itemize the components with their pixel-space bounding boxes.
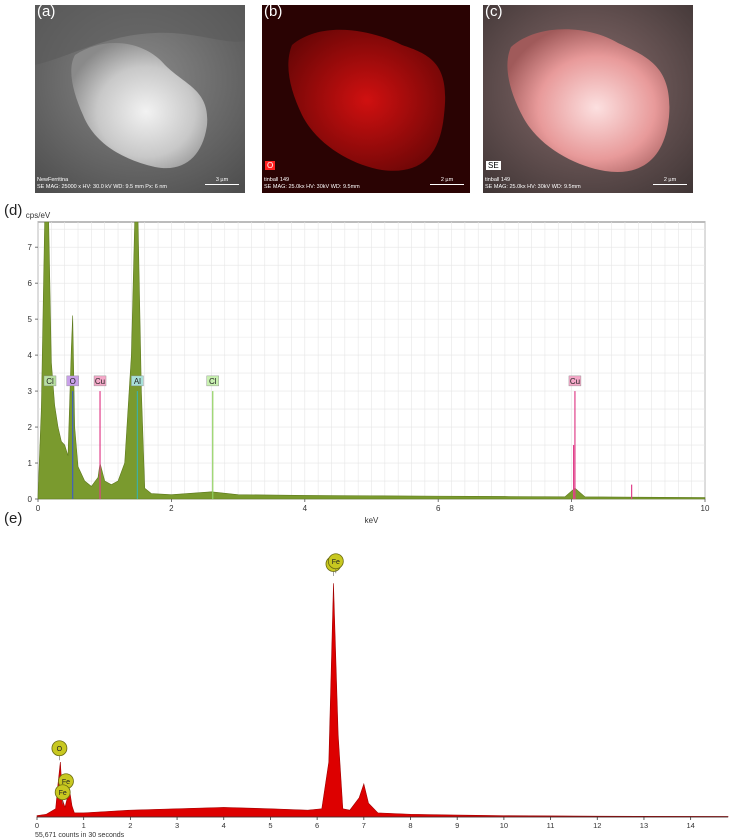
element-label-e-1: Fe xyxy=(332,559,340,566)
x-tick-label: 2 xyxy=(128,821,132,830)
x-tick-label: 5 xyxy=(268,821,272,830)
scale-bar-c: 2 µm xyxy=(653,177,687,185)
element-badge-o: O xyxy=(265,161,276,170)
x-tick-label: 6 xyxy=(315,821,319,830)
x-tick-label: 4 xyxy=(222,821,226,830)
element-label-2: Cu xyxy=(95,377,105,386)
x-tick-label: 10 xyxy=(701,504,710,513)
x-tick-label: 10 xyxy=(500,821,508,830)
y-tick-label: 5 xyxy=(28,315,33,324)
particle-c xyxy=(507,29,670,172)
oxygen-signal-region xyxy=(288,29,446,171)
element-badge-se: SE xyxy=(486,161,501,170)
scale-bar-a: 3 µm xyxy=(205,177,239,185)
y-tick-label: 1 xyxy=(28,459,33,468)
sem-image-panel-a: (a) NewFerritina SE MAG: 25000 x HV: 30.… xyxy=(35,5,245,193)
element-label-4: Cl xyxy=(209,377,217,386)
element-label-e-2: O xyxy=(57,746,63,753)
eds-map-b-graphic xyxy=(262,5,470,193)
scale-label-a: 3 µm xyxy=(215,177,229,183)
x-tick-label: 13 xyxy=(640,821,648,830)
info-bar-b: tinball 149 SE MAG: 25.0kx HV: 30kV WD: … xyxy=(262,177,470,193)
eds-map-panel-b: (b) O tinball 149 SE MAG: 25.0kx HV: 30k… xyxy=(262,5,470,193)
element-label-1: O xyxy=(70,377,76,386)
x-tick-label: 9 xyxy=(455,821,459,830)
x-axis-label-d: keV xyxy=(365,516,379,525)
y-axis-label-d: cps/eV xyxy=(26,211,51,220)
eds-spectrum-chart-d: Cl O Cu Al Cl Cu 0 1 2 3 4 5 6 7 0 2 4 6 8 10 cps/eV keV xyxy=(26,211,710,525)
panel-label-a: (a) xyxy=(37,5,56,20)
x-tick-label: 14 xyxy=(686,821,694,830)
particle-a xyxy=(71,42,208,169)
panel-label-b: (b) xyxy=(264,5,283,20)
x-tick-label: 12 xyxy=(593,821,601,830)
spectrum-area-e xyxy=(36,583,729,818)
element-circle-4 xyxy=(54,784,71,801)
overlay-c-graphic xyxy=(483,5,693,193)
x-tick-label: 4 xyxy=(303,504,308,513)
x-tick-label: 8 xyxy=(408,821,412,830)
info-line2-a: SE MAG: 25000 x HV: 30.0 kV WD: 9.5 mm P… xyxy=(37,184,168,190)
element-circle-2 xyxy=(51,740,68,757)
element-label-0: Cl xyxy=(46,377,54,386)
overlay-panel-c: (c) SE tinball 149 SE MAG: 25.0kx HV: 30… xyxy=(483,5,693,193)
element-badge-bg-2 xyxy=(93,375,107,387)
y-tick-label: 2 xyxy=(28,423,33,432)
y-tick-label: 3 xyxy=(28,387,33,396)
element-badge-bg-3 xyxy=(131,375,144,387)
element-label-e-4: Fe xyxy=(59,790,67,797)
eds-spectrum-chart-e: 01234567891011121314FeFeOFeFe55,671 coun… xyxy=(35,553,729,838)
x-tick-label: 6 xyxy=(436,504,441,513)
y-tick-label: 6 xyxy=(28,279,33,288)
info-line1-c: tinball 149 xyxy=(485,177,511,183)
counts-footer-e: 55,671 counts in 30 seconds xyxy=(35,832,125,838)
scale-label-c: 2 µm xyxy=(663,177,677,183)
element-circle-1 xyxy=(327,553,344,570)
x-tick-label: 11 xyxy=(547,821,555,830)
x-tick-label: 1 xyxy=(82,821,86,830)
x-tick-label: 3 xyxy=(175,821,179,830)
x-tick-label: 7 xyxy=(362,821,366,830)
element-badge-bg-1 xyxy=(66,375,79,387)
panel-label-d: (d) xyxy=(4,202,23,219)
y-tick-label: 4 xyxy=(28,351,33,360)
element-badge-bg-4 xyxy=(206,375,219,387)
sem-image-a-graphic xyxy=(35,5,245,193)
info-line1-b: tinball 149 xyxy=(264,177,290,183)
panel-label-e: (e) xyxy=(4,510,23,527)
x-tick-label: 8 xyxy=(569,504,574,513)
x-tick-label: 2 xyxy=(169,504,174,513)
x-tick-label: 0 xyxy=(36,504,41,513)
y-tick-label: 0 xyxy=(28,495,33,504)
element-label-3: Al xyxy=(134,377,141,386)
element-badge-bg-5 xyxy=(568,375,582,387)
element-badge-bg-0 xyxy=(43,375,57,387)
scale-label-b: 2 µm xyxy=(440,177,454,183)
element-label-5: Cu xyxy=(570,377,580,386)
x-tick-label: 0 xyxy=(35,821,39,830)
info-line1-a: NewFerritina xyxy=(37,177,69,183)
element-label-e-3: Fe xyxy=(62,779,70,786)
info-line2-c: SE MAG: 25.0kx HV: 30kV WD: 9.5mm xyxy=(485,184,581,190)
y-tick-label: 7 xyxy=(28,243,33,252)
panel-label-c: (c) xyxy=(485,5,503,20)
scale-bar-b: 2 µm xyxy=(430,177,464,185)
info-bar-a: NewFerritina SE MAG: 25000 x HV: 30.0 kV… xyxy=(35,177,245,193)
spectrum-area-d xyxy=(37,221,706,500)
info-line2-b: SE MAG: 25.0kx HV: 30kV WD: 9.5mm xyxy=(264,184,360,190)
info-bar-c: tinball 149 SE MAG: 25.0kx HV: 30kV WD: … xyxy=(483,177,693,193)
